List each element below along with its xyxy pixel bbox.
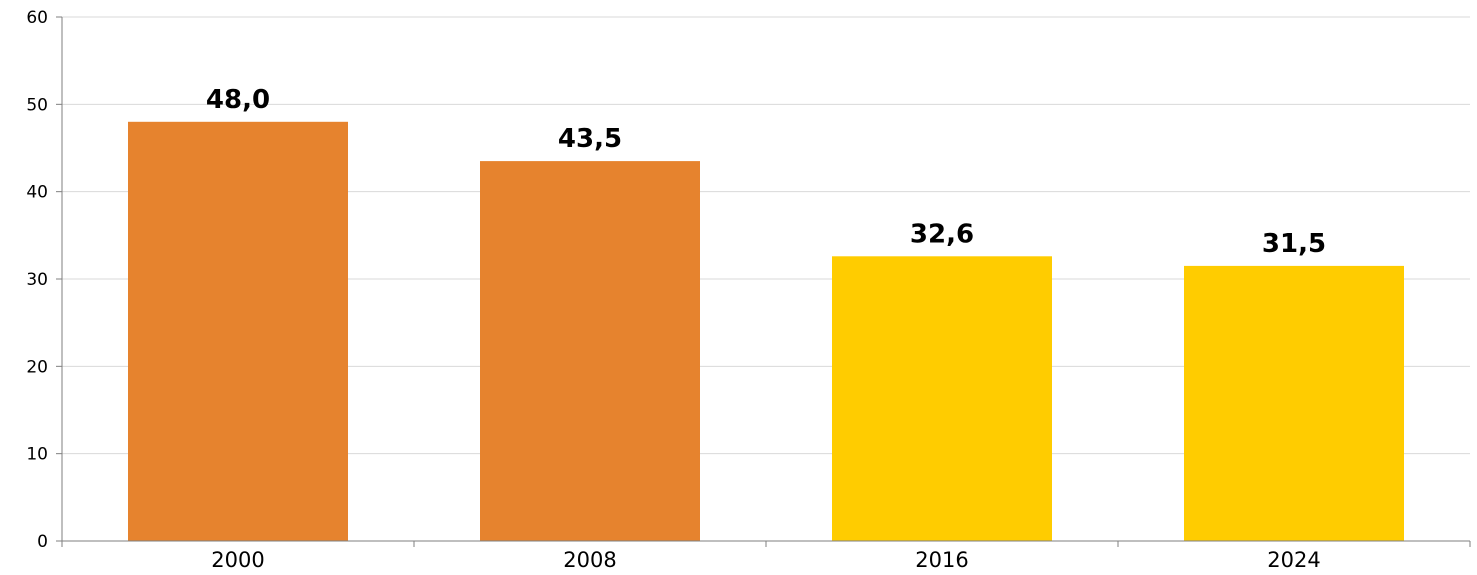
y-tick-label: 60 — [26, 8, 48, 28]
y-tick-label: 20 — [26, 357, 48, 377]
x-tick-label: 2000 — [211, 548, 264, 572]
x-tick-label: 2024 — [1267, 548, 1320, 572]
y-tick-label: 40 — [26, 183, 48, 203]
bar-2024 — [1184, 265, 1404, 541]
axes — [56, 16, 1471, 547]
bar-value-label: 43,5 — [558, 124, 622, 154]
x-tick-label: 2016 — [915, 548, 968, 572]
bar-2000 — [128, 121, 348, 542]
y-tick-label: 10 — [26, 445, 48, 465]
y-tick-label: 30 — [26, 270, 48, 290]
x-tick-label: 2008 — [563, 548, 616, 572]
labels: 0 10 20 30 40 50 60 48,0 2000 43,5 2008 32,6 2016 31,… — [26, 8, 1326, 572]
bar-value-label: 48,0 — [206, 85, 270, 115]
bar-2008 — [480, 161, 700, 541]
y-tick-label: 50 — [26, 95, 48, 115]
bars — [128, 121, 1404, 542]
y-tick-label: 0 — [37, 532, 48, 552]
bar-value-label: 32,6 — [910, 219, 974, 249]
bar-2016 — [832, 256, 1052, 541]
bar-value-label: 31,5 — [1262, 229, 1326, 259]
